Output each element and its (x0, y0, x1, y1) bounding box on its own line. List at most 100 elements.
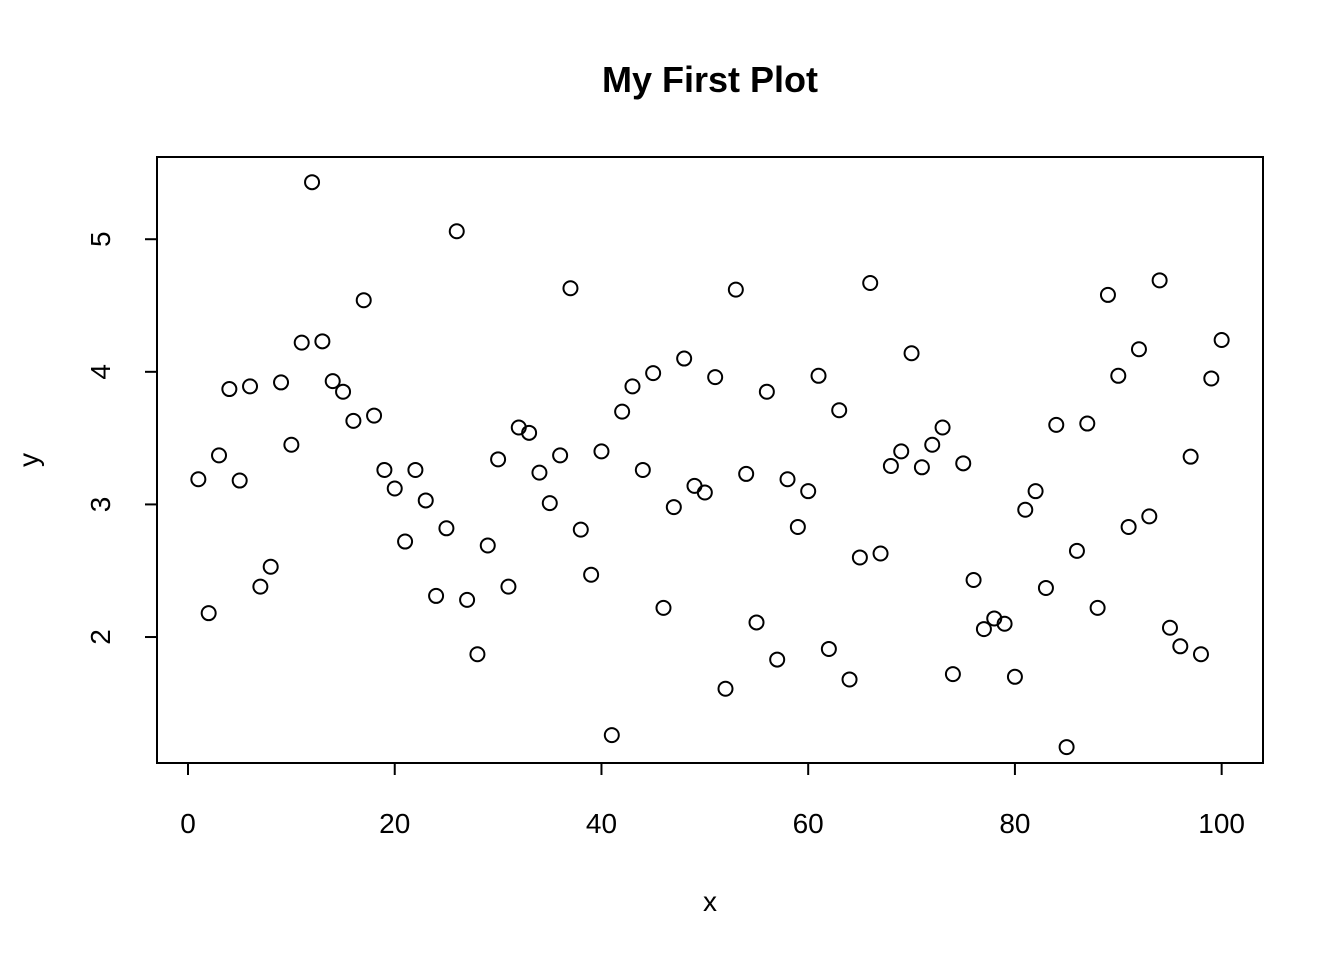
x-axis: 0 20 40 60 80 100 (180, 762, 1245, 839)
data-point (748, 614, 765, 631)
data-point (862, 274, 879, 291)
data-point (531, 464, 548, 481)
data-point (758, 383, 775, 400)
data-point (355, 292, 372, 309)
data-point (593, 443, 610, 460)
data-point (459, 591, 476, 608)
data-point (655, 599, 672, 616)
y-tick-label: 5 (85, 231, 116, 247)
data-point (314, 333, 331, 350)
data-point (366, 407, 383, 424)
data-point (738, 465, 755, 482)
x-tick-label: 60 (793, 808, 824, 839)
y-axis-label: y (13, 453, 44, 467)
chart-title: My First Plot (602, 59, 818, 100)
data-point (965, 572, 982, 589)
data-point (851, 549, 868, 566)
data-point (376, 461, 393, 478)
data-point (1130, 341, 1147, 358)
data-point (407, 461, 424, 478)
data-point (603, 727, 620, 744)
data-point (438, 520, 455, 537)
data-point (800, 483, 817, 500)
data-point (955, 455, 972, 472)
data-point (1192, 646, 1209, 663)
data-point (645, 365, 662, 382)
data-point (614, 403, 631, 420)
data-point (1017, 501, 1034, 518)
data-point (634, 461, 651, 478)
data-point (779, 471, 796, 488)
data-point (1048, 416, 1065, 433)
data-point (190, 471, 207, 488)
data-point (1068, 542, 1085, 559)
data-point (583, 566, 600, 583)
data-point (428, 587, 445, 604)
data-point (913, 459, 930, 476)
data-point (1079, 415, 1096, 432)
data-point (924, 436, 941, 453)
data-point (242, 378, 259, 395)
data-point (221, 381, 238, 398)
data-point (676, 350, 693, 367)
data-point (1182, 448, 1199, 465)
x-tick-label: 20 (379, 808, 410, 839)
data-point (727, 281, 744, 298)
data-point (975, 621, 992, 638)
data-point (934, 419, 951, 436)
data-point (1213, 331, 1230, 348)
data-point (893, 443, 910, 460)
data-point (944, 666, 961, 683)
data-point (417, 492, 434, 509)
data-point (521, 424, 538, 441)
data-point (696, 484, 713, 501)
data-point (789, 518, 806, 535)
data-point (1141, 508, 1158, 525)
data-point (479, 537, 496, 554)
data-point (1006, 668, 1023, 685)
data-point (1037, 579, 1054, 596)
data-point (490, 451, 507, 468)
data-point (686, 477, 703, 494)
data-point (872, 545, 889, 562)
data-point (552, 447, 569, 464)
data-point (1099, 286, 1116, 303)
y-tick-label: 3 (85, 497, 116, 513)
data-point (1151, 272, 1168, 289)
data-point (820, 640, 837, 657)
data-point (1161, 619, 1178, 636)
data-point (541, 495, 558, 512)
data-point (1089, 599, 1106, 616)
data-point (707, 369, 724, 386)
data-point (252, 578, 269, 595)
data-point (335, 383, 352, 400)
data-point (903, 345, 920, 362)
x-axis-label: x (703, 886, 717, 917)
data-point (211, 447, 228, 464)
data-point (293, 334, 310, 351)
data-point (231, 472, 248, 489)
data-point (283, 436, 300, 453)
y-tick-label: 4 (85, 364, 116, 380)
data-point (562, 280, 579, 297)
data-point (200, 605, 217, 622)
y-tick-label: 2 (85, 629, 116, 645)
data-point (304, 174, 321, 191)
plot-frame (156, 156, 1264, 764)
data-point (1110, 367, 1127, 384)
data-point (841, 671, 858, 688)
data-point (572, 521, 589, 538)
data-point (324, 373, 341, 390)
data-point (345, 412, 362, 429)
data-point (996, 615, 1013, 632)
data-point (397, 533, 414, 550)
data-point (273, 374, 290, 391)
x-tick-label: 80 (999, 808, 1030, 839)
data-point (1027, 483, 1044, 500)
data-point (882, 457, 899, 474)
data-point (624, 378, 641, 395)
data-point (810, 367, 827, 384)
x-tick-label: 100 (1198, 808, 1245, 839)
data-points (190, 174, 1230, 756)
